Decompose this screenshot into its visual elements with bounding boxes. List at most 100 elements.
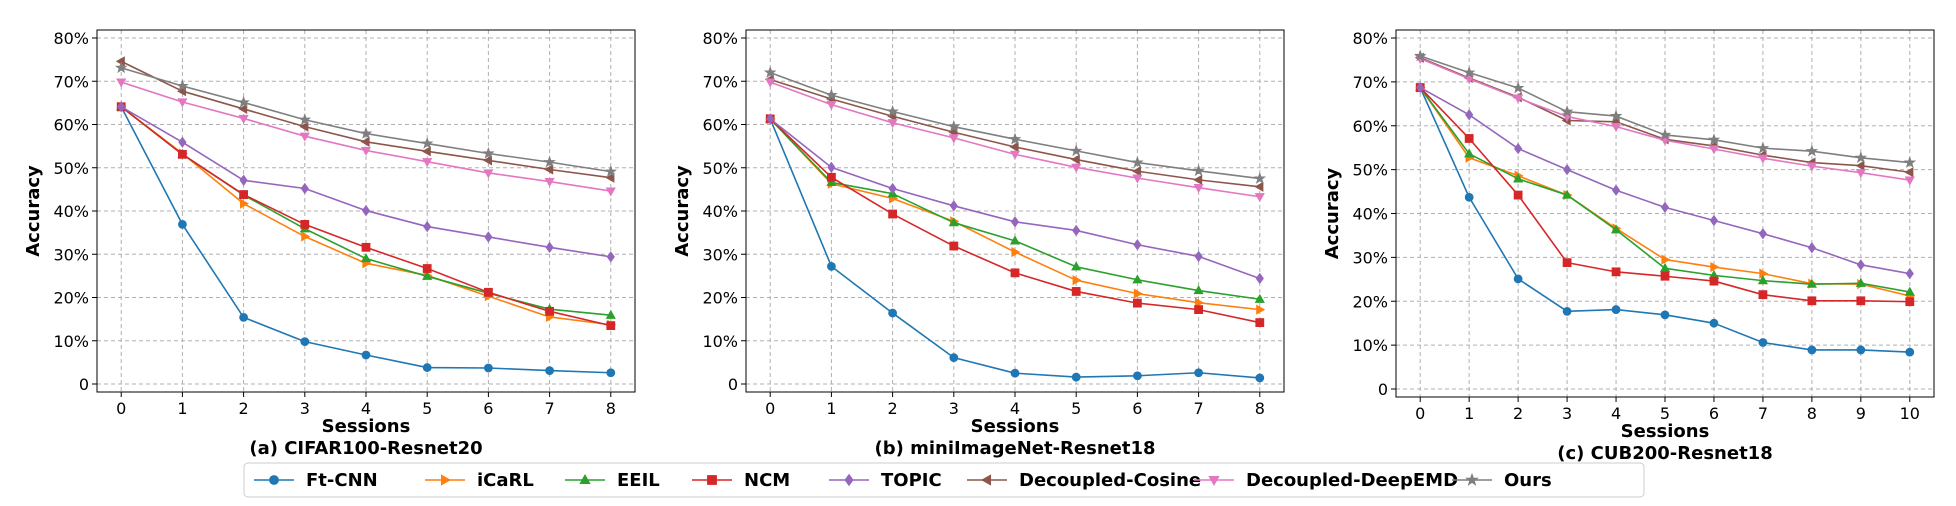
grid: [1396, 30, 1934, 397]
data-point-ncm: [606, 321, 616, 331]
data-point-ours: [1609, 109, 1623, 122]
data-point-eeil: [1757, 275, 1769, 285]
data-point-icarl: [1194, 297, 1205, 308]
series-ft-cnn: [1415, 83, 1915, 357]
data-point-decoupled-deepemd: [1757, 154, 1769, 164]
data-point-ours: [1511, 81, 1525, 94]
y-tick-label: 60%: [53, 116, 89, 135]
data-point-icarl: [1661, 254, 1671, 265]
series-ncm: [1415, 83, 1915, 307]
x-tick-label: 0: [116, 399, 126, 418]
legend-item-ours: Ours: [1452, 470, 1552, 491]
data-point-decoupled-cosine: [1254, 181, 1264, 192]
data-point-ncm: [827, 172, 836, 182]
data-point-topic: [1709, 214, 1719, 227]
y-tick-label: 10%: [1352, 336, 1388, 355]
y-tick-label: 0: [728, 375, 738, 394]
data-point-ours: [1253, 171, 1267, 184]
data-point-ours: [1008, 132, 1022, 145]
y-axis-label: Accuracy: [1322, 167, 1343, 259]
x-tick-label: 2: [239, 399, 249, 418]
legend-marker: [707, 475, 717, 485]
data-point-ft-cnn: [1807, 345, 1817, 355]
data-point-ncm: [1255, 318, 1265, 327]
data-point-topic: [1758, 227, 1768, 240]
legend-item-decoupled-deepemd: Decoupled-DeepEMD: [1194, 470, 1458, 491]
data-point-icarl: [301, 231, 311, 242]
legend-label: TOPIC: [881, 470, 942, 491]
y-tick-label: 50%: [702, 159, 738, 178]
data-point-ft-cnn: [1611, 305, 1621, 314]
x-tick-label: 8: [1255, 399, 1265, 418]
data-point-icarl: [1133, 288, 1143, 299]
x-tick-label: 7: [544, 399, 554, 418]
data-point-topic: [1072, 224, 1081, 237]
data-point-ours: [1854, 151, 1868, 164]
data-point-ft-cnn: [888, 308, 898, 318]
data-point-topic: [239, 174, 248, 186]
data-point-ft-cnn: [545, 366, 554, 375]
data-point-ncm: [1194, 305, 1203, 315]
data-point-topic: [178, 136, 187, 148]
data-point-decoupled-cosine: [605, 172, 615, 183]
data-point-icarl: [240, 198, 250, 209]
data-point-eeil: [1561, 189, 1573, 199]
data-point-icarl: [1256, 304, 1266, 315]
data-point-decoupled-deepemd: [826, 101, 837, 111]
data-point-decoupled-deepemd: [483, 169, 494, 179]
legend-label: Ft-CNN: [306, 470, 378, 491]
series-line-decoupled-deepemd: [1419, 57, 1910, 181]
data-point-decoupled-deepemd: [544, 177, 555, 188]
data-point-ours: [1707, 133, 1721, 146]
data-point-ncm: [1513, 190, 1523, 200]
series-decoupled-cosine: [764, 74, 1264, 192]
legend-label: NCM: [744, 470, 790, 491]
x-tick-label: 2: [1513, 404, 1523, 423]
data-point-ncm: [1611, 267, 1621, 277]
data-point-decoupled-deepemd: [1464, 75, 1475, 85]
y-tick-label: 10%: [53, 332, 89, 351]
data-point-ours: [763, 66, 777, 78]
y-tick-label: 10%: [702, 332, 738, 351]
data-point-ncm: [1071, 287, 1081, 296]
data-point-ours: [1131, 155, 1144, 168]
data-point-ncm: [361, 242, 371, 252]
series-ours: [114, 61, 618, 177]
data-point-ft-cnn: [1660, 310, 1670, 320]
data-point-eeil: [360, 253, 372, 263]
data-point-decoupled-cosine: [1904, 167, 1914, 178]
data-point-topic: [423, 220, 432, 233]
x-tick-label: 6: [483, 399, 493, 418]
data-point-ncm: [483, 287, 493, 297]
data-point-ncm: [1856, 296, 1866, 306]
x-axis-label: Sessions: [322, 416, 411, 437]
data-point-topic: [1856, 259, 1865, 271]
data-point-ncm: [239, 190, 249, 199]
y-tick-label: 60%: [702, 116, 738, 135]
legend-label: EEIL: [617, 470, 660, 491]
data-point-topic: [484, 231, 493, 243]
data-point-icarl: [1759, 268, 1769, 279]
data-point-eeil: [948, 217, 959, 227]
data-point-decoupled-deepemd: [1610, 123, 1622, 133]
legend-marker: [440, 474, 451, 486]
x-tick-label: 6: [1132, 399, 1142, 418]
data-point-eeil: [1855, 277, 1866, 287]
data-point-topic: [766, 113, 775, 125]
data-point-decoupled-deepemd: [605, 187, 616, 197]
data-point-topic: [1611, 184, 1621, 196]
data-point-ft-cnn: [1194, 368, 1203, 378]
chart-miniimagenet: 0 10% 20% 30% 40% 50% 60% 70% 80% 0 1 2 3 4 5 6 7 8 Sessio…: [672, 29, 1285, 459]
x-tick-label: 3: [949, 399, 959, 418]
legend-label: Decoupled-DeepEMD: [1246, 470, 1458, 491]
y-tick-label: 20%: [702, 289, 738, 308]
data-point-ft-cnn: [1071, 372, 1081, 382]
data-point-ft-cnn: [239, 312, 249, 322]
data-point-decoupled-cosine: [238, 103, 248, 115]
data-point-eeil: [1071, 261, 1082, 271]
data-point-decoupled-deepemd: [116, 78, 127, 88]
data-point-ft-cnn: [1255, 373, 1265, 383]
data-point-eeil: [1009, 235, 1021, 245]
y-axis-label: Accuracy: [23, 165, 44, 257]
legend-box: [243, 462, 1645, 498]
